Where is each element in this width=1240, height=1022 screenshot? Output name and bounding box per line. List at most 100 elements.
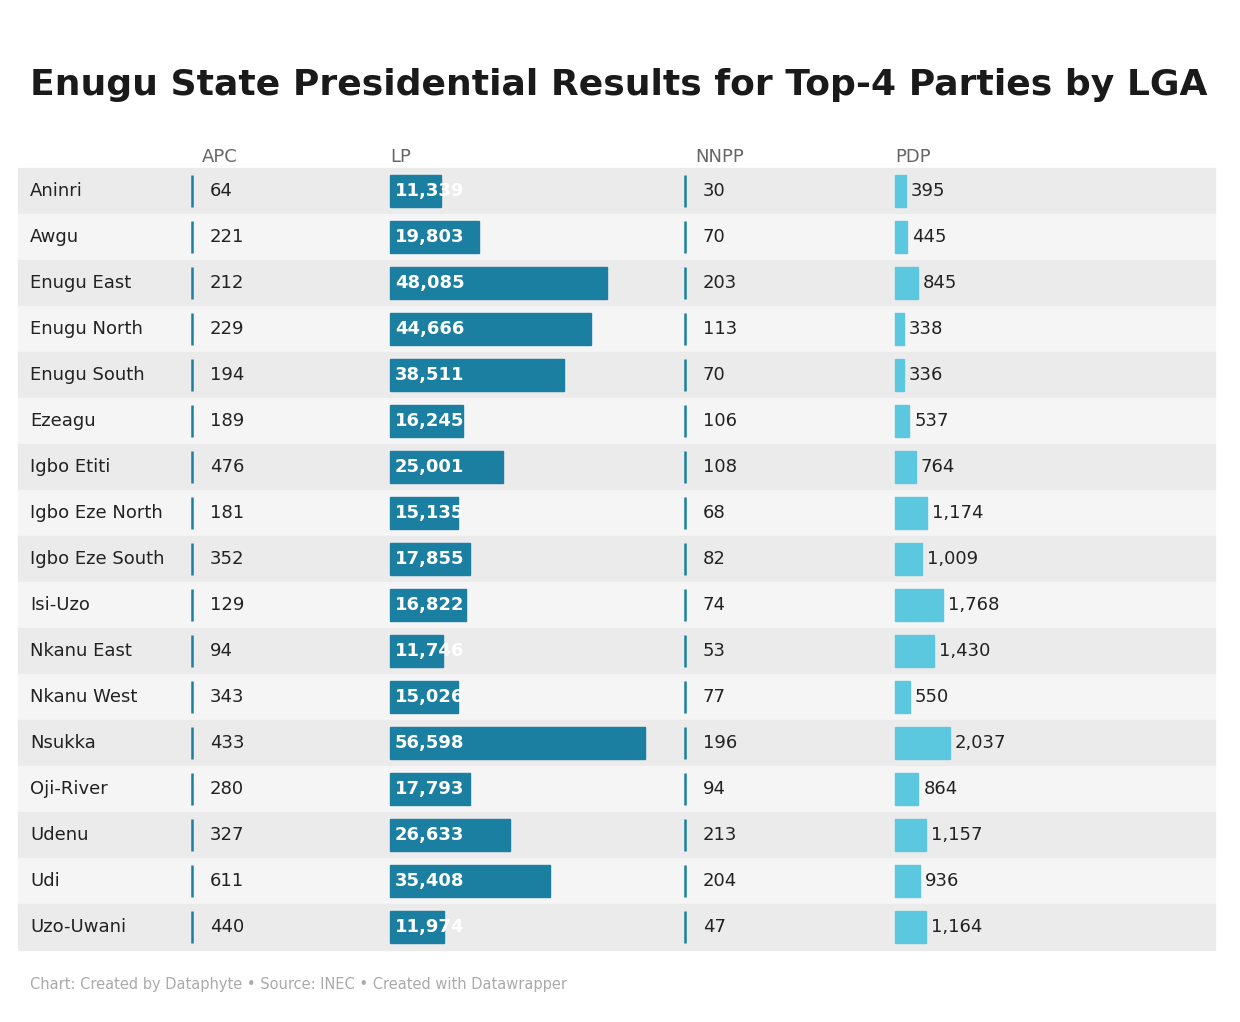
- Text: Igbo Etiti: Igbo Etiti: [30, 458, 110, 476]
- Bar: [391, 681, 458, 713]
- Bar: [895, 727, 950, 759]
- Text: 936: 936: [925, 872, 960, 890]
- Text: 336: 336: [909, 366, 944, 384]
- Text: 2,037: 2,037: [955, 734, 1007, 752]
- Bar: [895, 267, 918, 299]
- Text: 221: 221: [210, 228, 244, 246]
- Bar: [391, 589, 466, 621]
- Text: Enugu South: Enugu South: [30, 366, 145, 384]
- Bar: [895, 819, 926, 851]
- Text: NNPP: NNPP: [694, 148, 744, 166]
- Text: Enugu State Presidential Results for Top-4 Parties by LGA: Enugu State Presidential Results for Top…: [30, 68, 1208, 102]
- Text: 1,768: 1,768: [947, 596, 999, 614]
- Text: 476: 476: [210, 458, 244, 476]
- Text: 16,822: 16,822: [396, 596, 465, 614]
- Text: 68: 68: [703, 504, 725, 522]
- Text: 26,633: 26,633: [396, 826, 464, 844]
- Text: 1,430: 1,430: [939, 642, 990, 660]
- Text: 764: 764: [920, 458, 955, 476]
- Bar: [391, 819, 510, 851]
- Text: Nkanu East: Nkanu East: [30, 642, 131, 660]
- Text: 864: 864: [924, 780, 957, 798]
- Text: 11,339: 11,339: [396, 182, 464, 200]
- Bar: [895, 405, 909, 437]
- Text: Igbo Eze South: Igbo Eze South: [30, 550, 165, 568]
- Text: 338: 338: [909, 320, 944, 338]
- Text: 1,164: 1,164: [931, 918, 983, 936]
- Text: 17,855: 17,855: [396, 550, 465, 568]
- Text: Udenu: Udenu: [30, 826, 88, 844]
- Bar: [19, 398, 1215, 444]
- Text: Enugu North: Enugu North: [30, 320, 143, 338]
- Text: 94: 94: [703, 780, 725, 798]
- Text: 30: 30: [703, 182, 725, 200]
- Bar: [19, 168, 1215, 214]
- Text: 70: 70: [703, 366, 725, 384]
- Bar: [19, 721, 1215, 766]
- Bar: [19, 490, 1215, 536]
- Bar: [391, 267, 606, 299]
- Text: 194: 194: [210, 366, 244, 384]
- Text: 113: 113: [703, 320, 738, 338]
- Bar: [19, 812, 1215, 858]
- Text: 229: 229: [210, 320, 244, 338]
- Text: 19,803: 19,803: [396, 228, 465, 246]
- Bar: [895, 773, 919, 805]
- Text: 203: 203: [703, 274, 738, 292]
- Text: Aninri: Aninri: [30, 182, 83, 200]
- Text: 352: 352: [210, 550, 244, 568]
- Text: LP: LP: [391, 148, 410, 166]
- Text: 433: 433: [210, 734, 244, 752]
- Text: 106: 106: [703, 412, 737, 430]
- Text: 25,001: 25,001: [396, 458, 464, 476]
- Text: 327: 327: [210, 826, 244, 844]
- Bar: [19, 352, 1215, 398]
- Text: Igbo Eze North: Igbo Eze North: [30, 504, 162, 522]
- Bar: [391, 451, 502, 483]
- Text: 11,746: 11,746: [396, 642, 464, 660]
- Text: 189: 189: [210, 412, 244, 430]
- Text: 48,085: 48,085: [396, 274, 465, 292]
- Text: 82: 82: [703, 550, 725, 568]
- Bar: [895, 359, 904, 391]
- Bar: [895, 543, 923, 575]
- Text: 395: 395: [910, 182, 945, 200]
- Text: 196: 196: [703, 734, 738, 752]
- Bar: [391, 543, 470, 575]
- Text: Chart: Created by Dataphyte • Source: INEC • Created with Datawrapper: Chart: Created by Dataphyte • Source: IN…: [30, 977, 567, 992]
- Text: 16,245: 16,245: [396, 412, 464, 430]
- Text: 17,793: 17,793: [396, 780, 464, 798]
- Bar: [895, 175, 905, 207]
- Text: 15,026: 15,026: [396, 688, 464, 706]
- Bar: [19, 582, 1215, 628]
- Text: Udi: Udi: [30, 872, 60, 890]
- Text: 15,135: 15,135: [396, 504, 464, 522]
- Text: 537: 537: [914, 412, 949, 430]
- Text: Isi-Uzo: Isi-Uzo: [30, 596, 89, 614]
- Text: 440: 440: [210, 918, 244, 936]
- Text: 53: 53: [703, 642, 725, 660]
- Bar: [895, 497, 926, 529]
- Bar: [391, 313, 591, 345]
- Bar: [391, 175, 441, 207]
- Bar: [19, 444, 1215, 490]
- Text: 1,157: 1,157: [931, 826, 983, 844]
- Text: 213: 213: [703, 826, 738, 844]
- Bar: [19, 628, 1215, 673]
- Text: 64: 64: [210, 182, 233, 200]
- Text: 11,974: 11,974: [396, 918, 464, 936]
- Bar: [391, 911, 444, 943]
- Text: 845: 845: [923, 274, 957, 292]
- Text: 129: 129: [210, 596, 244, 614]
- Text: 77: 77: [703, 688, 725, 706]
- Text: 1,174: 1,174: [931, 504, 983, 522]
- Bar: [391, 727, 645, 759]
- Text: 108: 108: [703, 458, 737, 476]
- Bar: [19, 306, 1215, 352]
- Bar: [895, 911, 926, 943]
- Bar: [19, 904, 1215, 950]
- Text: 204: 204: [703, 872, 738, 890]
- Bar: [895, 589, 942, 621]
- Text: 280: 280: [210, 780, 244, 798]
- Text: 38,511: 38,511: [396, 366, 465, 384]
